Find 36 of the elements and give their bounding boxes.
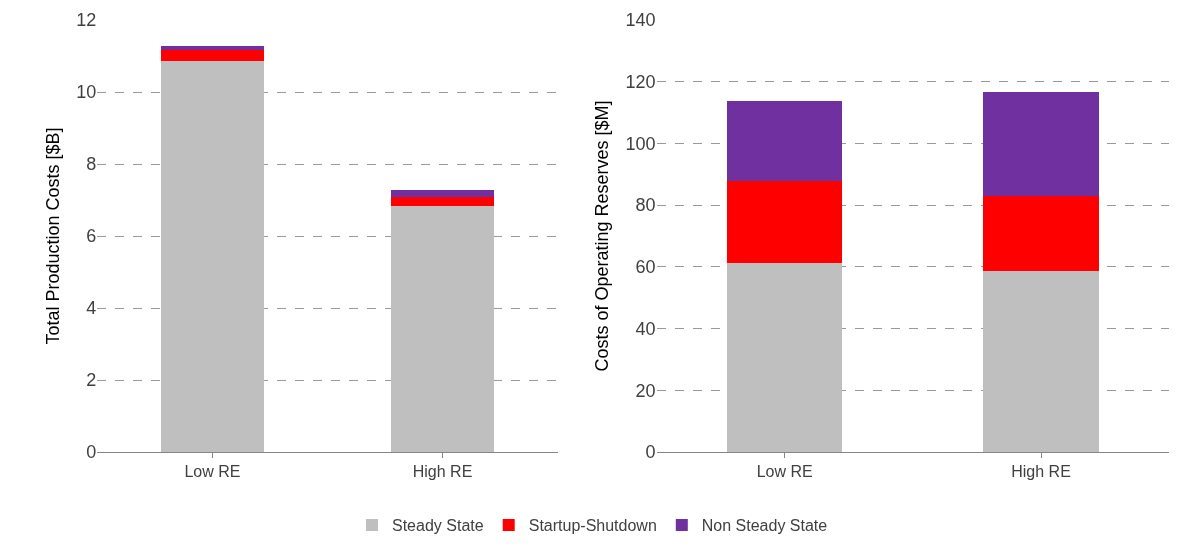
bar — [727, 263, 843, 452]
bar — [727, 181, 843, 264]
x-tick-label: High RE — [1011, 463, 1071, 481]
bar — [160, 46, 265, 50]
y-tick-label: 12 — [76, 10, 97, 31]
legend-label: Steady State — [392, 517, 484, 535]
bar — [390, 197, 495, 207]
legend-label: Startup-Shutdown — [528, 517, 657, 535]
bar — [983, 195, 1099, 272]
y-tick-label: 80 — [635, 195, 656, 216]
bar — [983, 271, 1099, 452]
bar — [390, 190, 495, 198]
y-tick-label: 140 — [625, 10, 656, 31]
y-tick-label: 100 — [625, 133, 656, 154]
y-tick-label: 0 — [86, 442, 97, 463]
y-axis-title: Total Production Costs [$B] — [42, 127, 63, 345]
bar — [160, 49, 265, 61]
x-tick-label: High RE — [412, 463, 473, 481]
x-tick-label: Low RE — [184, 463, 241, 481]
bar — [160, 60, 265, 452]
y-tick-label: 2 — [86, 370, 97, 391]
y-tick-label: 6 — [86, 226, 97, 247]
y-axis-title: Costs of Operating Reserves [$M] — [591, 100, 612, 372]
y-tick-label: 20 — [635, 380, 656, 401]
x-tick-label: Low RE — [756, 463, 813, 481]
y-tick-label: 60 — [635, 257, 656, 278]
y-tick-label: 0 — [645, 442, 656, 463]
legend-label: Non Steady State — [701, 517, 828, 535]
y-tick-label: 40 — [635, 318, 656, 339]
bar — [983, 91, 1099, 196]
bar — [390, 206, 495, 452]
y-tick-label: 10 — [76, 82, 97, 103]
y-tick-label: 4 — [86, 298, 97, 319]
y-tick-label: 8 — [86, 154, 97, 175]
y-tick-label: 120 — [625, 72, 656, 93]
bar — [727, 101, 843, 182]
